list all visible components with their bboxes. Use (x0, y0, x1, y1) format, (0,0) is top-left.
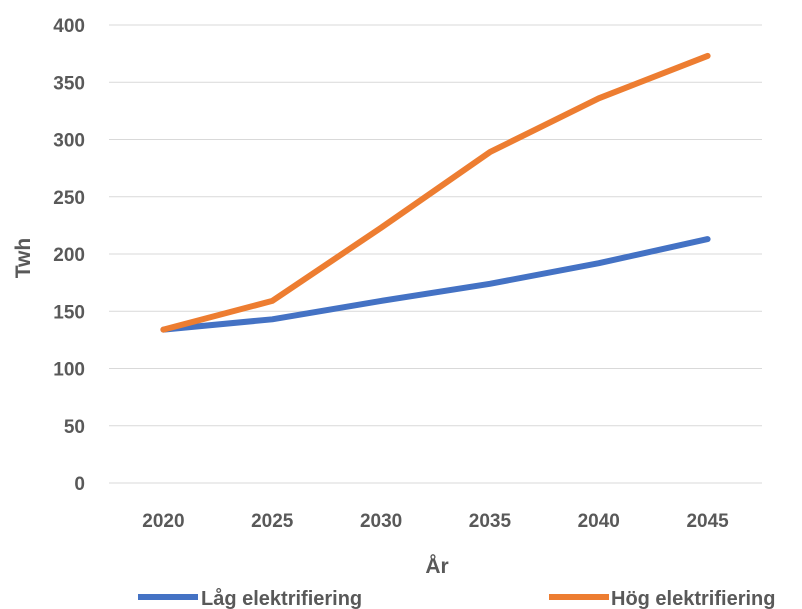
y-axis-tick-labels: 0 50 100 150 200 250 300 350 400 (53, 16, 85, 495)
y-tick-label: 300 (53, 131, 85, 152)
legend-label-lag: Låg elektrifiering (201, 587, 362, 609)
y-tick-label: 100 (53, 360, 85, 381)
y-tick-label: 400 (53, 16, 85, 37)
x-tick-label: 2025 (251, 511, 294, 532)
y-tick-label: 50 (64, 417, 85, 438)
x-tick-label: 2030 (360, 511, 402, 532)
y-tick-label: 200 (53, 245, 85, 266)
x-tick-label: 2020 (142, 511, 184, 532)
y-axis-title: Twh (12, 238, 35, 278)
series-lines (160, 52, 711, 333)
y-tick-label: 350 (53, 73, 85, 94)
y-tick-label: 250 (53, 188, 85, 209)
x-tick-label: 2040 (578, 511, 620, 532)
series-line-hog (160, 52, 711, 333)
x-tick-label: 2045 (686, 511, 729, 532)
series-line-lag (160, 236, 711, 333)
legend-label-hog: Hög elektrifiering (611, 588, 775, 609)
legend: Låg elektrifiering Hög elektrifiering (138, 587, 775, 609)
x-tick-label: 2035 (469, 511, 512, 532)
y-tick-label: 150 (53, 302, 85, 323)
y-tick-label: 0 (74, 474, 85, 495)
x-axis-tick-labels: 2020 2025 2030 2035 2040 2045 (142, 511, 729, 532)
gridlines (109, 24, 762, 484)
x-axis-title: År (425, 554, 448, 578)
